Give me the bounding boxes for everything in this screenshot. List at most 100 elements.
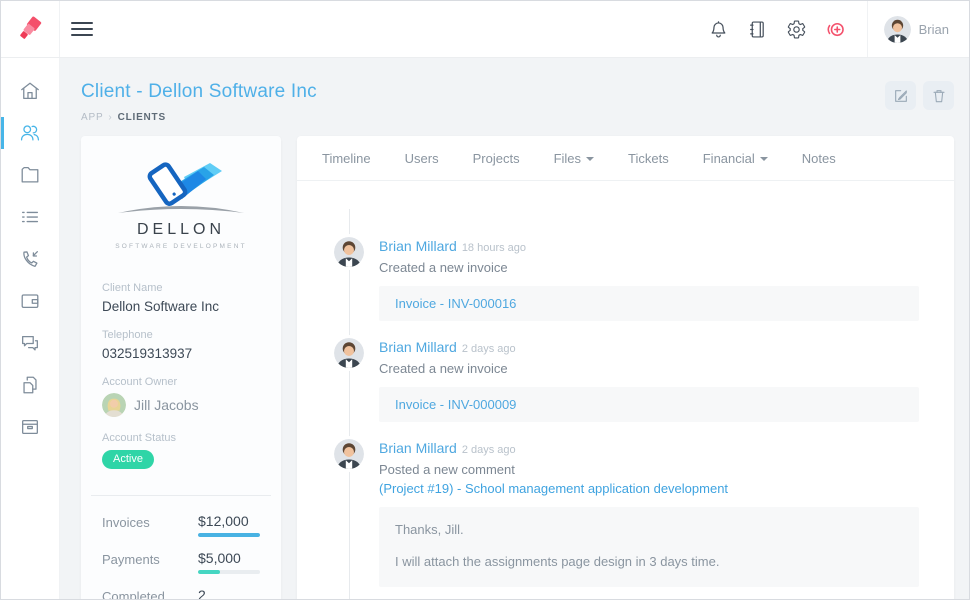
status-badge: Active (102, 450, 154, 469)
breadcrumb-root[interactable]: APP (81, 112, 104, 123)
tab-files[interactable]: Files (554, 151, 595, 166)
user-menu[interactable]: Brian (868, 15, 969, 43)
client-logo: DELLON SOFTWARE DEVELOPMENT (81, 136, 281, 264)
sidebar-item-documents[interactable] (1, 364, 59, 406)
edit-icon (894, 89, 907, 102)
timeline-timestamp: 2 days ago (461, 444, 516, 456)
sidebar-item-projects[interactable] (1, 154, 59, 196)
topbar-divider (866, 1, 868, 57)
owner-avatar (102, 393, 126, 417)
task-list-icon (21, 211, 39, 223)
owner-name[interactable]: Jill Jacobs (134, 397, 199, 413)
user-name: Brian (918, 21, 949, 37)
sidebar-item-tasks[interactable] (1, 196, 59, 238)
project-link[interactable]: (Project #19) - School management applic… (379, 481, 729, 496)
page-header: Client - Dellon Software Inc APP › CLIENTS (81, 81, 954, 123)
client-name-value: Dellon Software Inc (102, 299, 220, 314)
tab-bar: Timeline Users Projects Files Tickets Fi… (297, 136, 954, 181)
telephone-value: 032519313937 (102, 346, 193, 361)
contacts-book-icon[interactable] (747, 19, 768, 40)
delete-client-button[interactable] (923, 81, 954, 110)
comment-text: I will attach the assignments page desig… (395, 554, 720, 569)
timeline-action: Posted a new comment (379, 462, 515, 477)
stat-payments-value: $5,000 (198, 550, 241, 566)
edit-client-button[interactable] (885, 81, 916, 110)
timeline-entry: Brian Millard 2 days ago Posted a new com… (334, 439, 919, 587)
client-detail-card: Timeline Users Projects Files Tickets Fi… (297, 136, 954, 599)
chat-icon (22, 335, 38, 351)
timeline-entry: Brian Millard 2 days ago Created a new in… (334, 338, 919, 422)
sidebar-item-clients[interactable] (1, 112, 59, 154)
sidebar-item-calls[interactable] (1, 238, 59, 280)
chevron-down-icon (759, 156, 768, 161)
timeline-line (349, 209, 350, 599)
tab-notes[interactable]: Notes (801, 150, 836, 166)
client-info-card: DELLON SOFTWARE DEVELOPMENT Client Name … (81, 136, 281, 599)
comment-text: Thanks, Jill. (395, 522, 464, 537)
sidebar-item-payments[interactable] (1, 280, 59, 322)
telephone-label: Telephone (102, 329, 153, 341)
main-content: Client - Dellon Software Inc APP › CLIENTS (60, 58, 969, 599)
breadcrumb-current: CLIENTS (117, 112, 166, 123)
stat-invoices-value: $12,000 (198, 513, 249, 529)
stat-invoices-bar (198, 533, 260, 537)
topbar-right: Brian (699, 1, 969, 57)
tab-projects[interactable]: Projects (472, 150, 520, 166)
sidebar (1, 58, 60, 599)
wallet-icon (21, 294, 39, 309)
timeline-action: Created a new invoice (379, 361, 508, 376)
documents-icon (23, 376, 37, 394)
sidebar-item-messages[interactable] (1, 322, 59, 364)
client-name-label: Client Name (102, 282, 163, 294)
trash-icon (932, 89, 945, 102)
avatar (334, 338, 364, 368)
avatar (334, 439, 364, 469)
app-logo-icon (20, 16, 42, 39)
chevron-down-icon (586, 156, 595, 161)
stat-payments: Payments $5,000 (102, 550, 260, 574)
timeline-timestamp: 2 days ago (461, 343, 516, 355)
user-avatar (883, 15, 911, 43)
page-actions (885, 81, 954, 110)
topbar: Brian (1, 1, 969, 58)
client-logo-image (118, 161, 244, 213)
breadcrumb: APP › CLIENTS (81, 112, 166, 123)
page-title: Client - Dellon Software Inc (81, 81, 317, 102)
folder-icon (21, 167, 39, 183)
timeline-entry: Brian Millard 18 hours ago Created a new … (334, 237, 919, 321)
timeline-user-link[interactable]: Brian Millard (379, 339, 457, 355)
menu-toggle-icon[interactable] (71, 18, 93, 40)
timeline-user-link[interactable]: Brian Millard (379, 238, 457, 254)
avatar (334, 237, 364, 267)
client-stats: Invoices $12,000 Payments $5,000 (81, 496, 281, 599)
sidebar-item-archive[interactable] (1, 406, 59, 448)
invoice-link[interactable]: Invoice - INV-000016 (379, 286, 919, 321)
account-status-label: Account Status (102, 432, 176, 444)
stat-completed-value: 2 (198, 587, 206, 599)
quick-add-icon[interactable] (825, 19, 846, 40)
stat-payments-bar (198, 570, 260, 574)
card-divider (91, 495, 271, 496)
clients-icon (20, 125, 40, 141)
tab-users[interactable]: Users (404, 150, 439, 166)
account-owner-label: Account Owner (102, 376, 178, 388)
stat-completed-projects: Completed Projects 2 (102, 587, 260, 599)
tab-financial[interactable]: Financial (703, 151, 768, 166)
tab-timeline[interactable]: Timeline (322, 150, 371, 166)
timeline: Brian Millard 18 hours ago Created a new … (297, 181, 954, 599)
tab-tickets[interactable]: Tickets (628, 150, 669, 166)
timeline-timestamp: 18 hours ago (461, 242, 527, 254)
home-icon (21, 82, 39, 99)
incoming-call-icon (23, 251, 38, 267)
sidebar-item-home[interactable] (1, 70, 59, 112)
client-logo-subtitle: SOFTWARE DEVELOPMENT (115, 242, 247, 250)
settings-gear-icon[interactable] (786, 19, 807, 40)
client-logo-title: DELLON (136, 220, 226, 238)
bell-icon[interactable] (708, 19, 729, 40)
archive-icon (22, 419, 38, 435)
app-logo[interactable] (1, 1, 60, 57)
timeline-user-link[interactable]: Brian Millard (379, 440, 457, 456)
timeline-action: Created a new invoice (379, 260, 508, 275)
invoice-link[interactable]: Invoice - INV-000009 (379, 387, 919, 422)
